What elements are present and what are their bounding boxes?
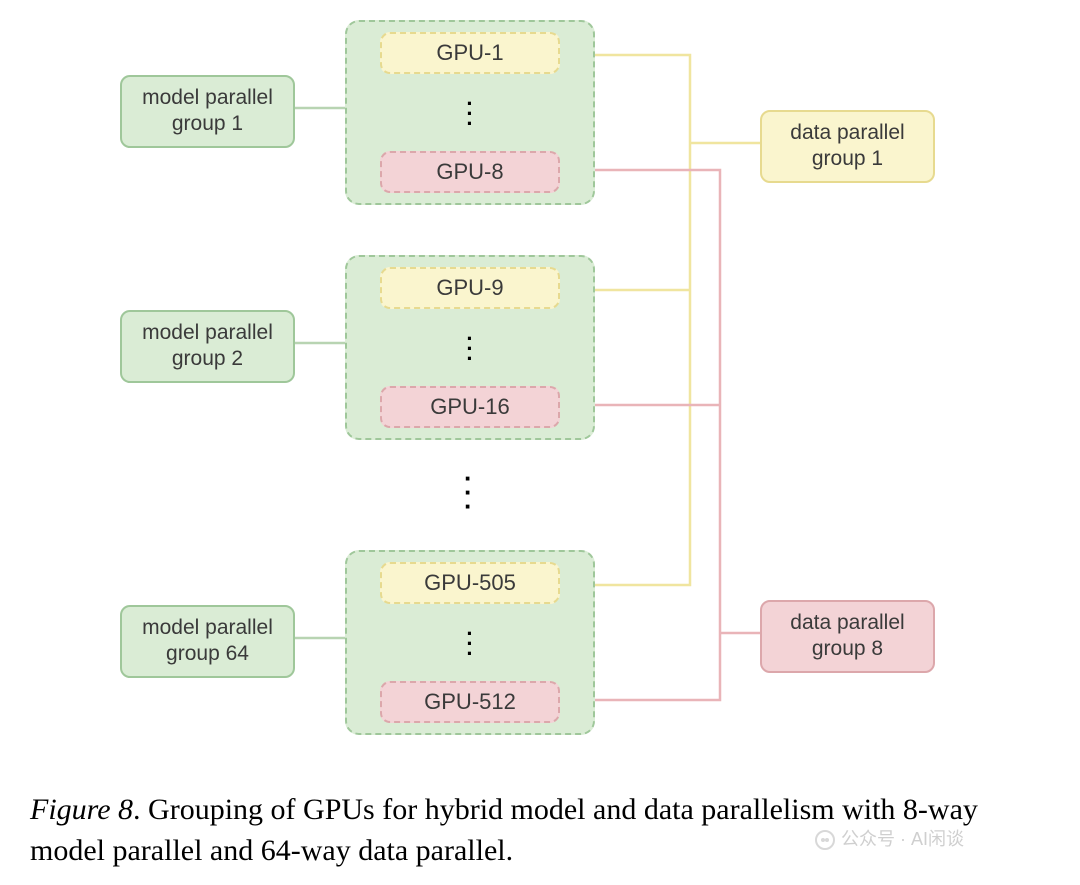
vertical-dots-icon: ··· <box>466 629 473 659</box>
gpu-label: GPU-9 <box>436 275 503 300</box>
label-line2: group 8 <box>812 637 883 660</box>
label-line1: data parallel <box>790 611 904 634</box>
label-line2: group 1 <box>172 112 243 135</box>
gpu-box-top: GPU-9 <box>380 267 560 309</box>
label-line1: model parallel <box>142 86 273 109</box>
label-line1: model parallel <box>142 321 273 344</box>
watermark: 公众号 · AI闲谈 <box>815 825 964 851</box>
watermark-text: 公众号 · AI闲谈 <box>841 829 964 849</box>
data-parallel-label-1: data parallel group 1 <box>760 110 935 183</box>
gpu-label: GPU-1 <box>436 40 503 65</box>
gpu-box-bottom: GPU-8 <box>380 151 560 193</box>
model-parallel-group-2: GPU-9 ··· GPU-16 <box>345 255 595 440</box>
diagram-canvas: { "colors": { "green_fill": "#daecd5", "… <box>0 0 1080 885</box>
gpu-label: GPU-8 <box>436 159 503 184</box>
figure-number: Figure 8 <box>30 793 133 826</box>
model-parallel-group-64: GPU-505 ··· GPU-512 <box>345 550 595 735</box>
gpu-box-bottom: GPU-16 <box>380 386 560 428</box>
model-parallel-group-1: GPU-1 ··· GPU-8 <box>345 20 595 205</box>
gpu-label: GPU-16 <box>430 394 509 419</box>
vertical-dots-icon: ··· <box>466 99 473 129</box>
label-line2: group 64 <box>166 642 249 665</box>
model-parallel-label-1: model parallel group 1 <box>120 75 295 148</box>
data-parallel-label-8: data parallel group 8 <box>760 600 935 673</box>
label-line2: group 2 <box>172 347 243 370</box>
label-line2: group 1 <box>812 147 883 170</box>
gpu-box-top: GPU-505 <box>380 562 560 604</box>
gpu-box-bottom: GPU-512 <box>380 681 560 723</box>
label-line1: model parallel <box>142 616 273 639</box>
gpu-box-top: GPU-1 <box>380 32 560 74</box>
label-line1: data parallel <box>790 121 904 144</box>
watermark-icon <box>815 830 835 850</box>
model-parallel-label-64: model parallel group 64 <box>120 605 295 678</box>
vertical-dots-icon: ··· <box>464 471 473 513</box>
model-parallel-label-2: model parallel group 2 <box>120 310 295 383</box>
gpu-label: GPU-512 <box>424 689 516 714</box>
vertical-dots-icon: ··· <box>466 334 473 364</box>
gpu-label: GPU-505 <box>424 570 516 595</box>
